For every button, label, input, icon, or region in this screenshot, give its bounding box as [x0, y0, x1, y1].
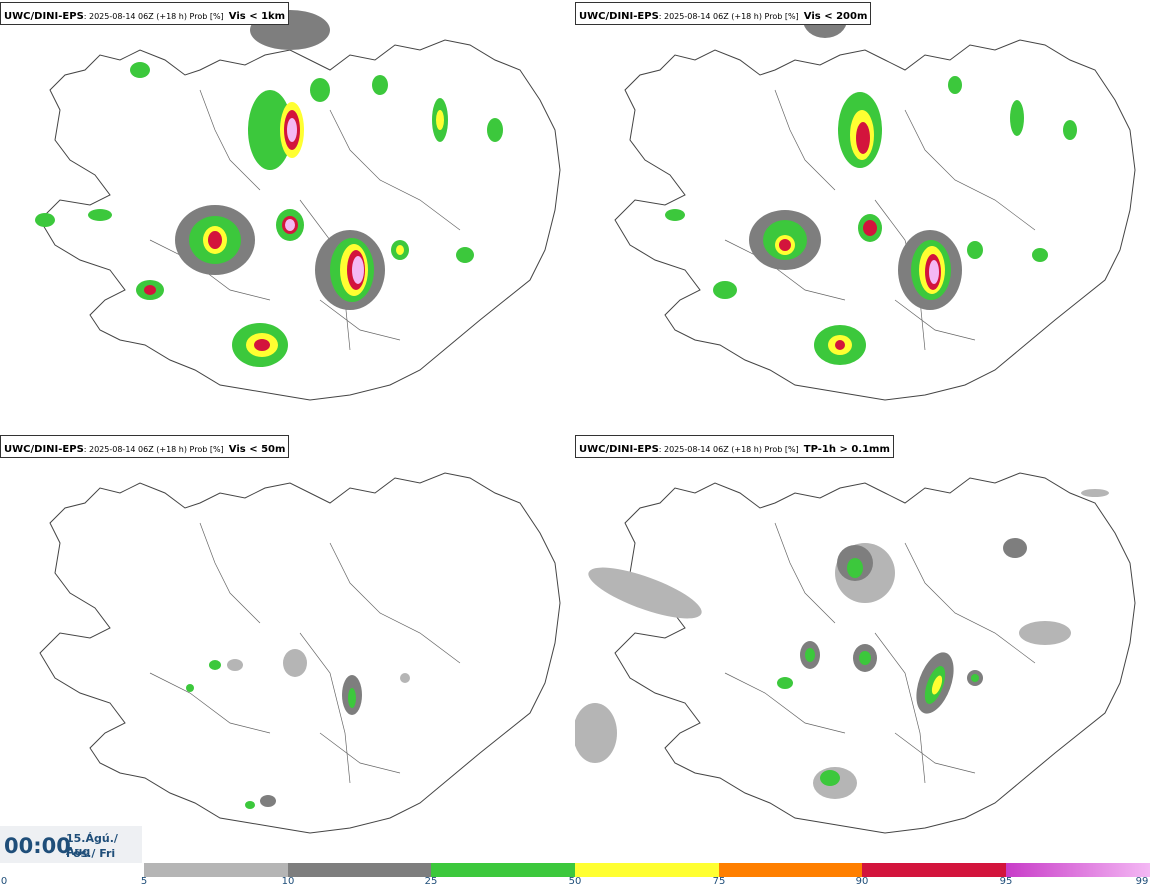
legend-tick: 99	[1135, 876, 1149, 887]
parameter-label: Vis < 1km	[228, 11, 286, 22]
run-meta: : 2025-08-14 06Z (+18 h) Prob [%]	[83, 12, 224, 21]
iceland-map	[39, 472, 561, 834]
run-meta: : 2025-08-14 06Z (+18 h) Prob [%]	[83, 445, 224, 454]
prob-field	[665, 2, 1077, 365]
iceland-map	[614, 2, 1136, 401]
parameter-label: Vis < 50m	[228, 444, 286, 455]
valid-time: 00:00	[4, 834, 71, 858]
legend-tick: 90	[855, 876, 869, 887]
model-source: UWC/DINI-EPS	[4, 444, 84, 455]
panel-title: UWC/DINI-EPS: 2025-08-14 06Z (+18 h) Pro…	[0, 2, 290, 25]
legend-bin	[144, 863, 288, 877]
prob-field	[575, 489, 1109, 799]
map-panel-vis-200m: UWC/DINI-EPS: 2025-08-14 06Z (+18 h) Pro…	[575, 0, 1150, 430]
legend-bin	[575, 863, 719, 877]
run-meta: : 2025-08-14 06Z (+18 h) Prob [%]	[658, 445, 799, 454]
panel-title: UWC/DINI-EPS: 2025-08-14 06Z (+18 h) Pro…	[575, 2, 872, 25]
panel-title: UWC/DINI-EPS: 2025-08-14 06Z (+18 h) Pro…	[575, 435, 894, 458]
map-panel-vis-1km: UWC/DINI-EPS: 2025-08-14 06Z (+18 h) Pro…	[0, 0, 575, 430]
probability-legend: 0 5 10 25 50 75 90 95 99	[0, 862, 1150, 891]
legend-tick: 10	[281, 876, 295, 887]
legend-tick: 5	[140, 876, 148, 887]
parameter-label: Vis < 200m	[803, 11, 868, 22]
iceland-map	[35, 10, 561, 401]
legend-tick: 75	[712, 876, 726, 887]
model-source: UWC/DINI-EPS	[579, 11, 659, 22]
valid-time-box: 00:00 15.Ágú./ Aug Fös./ Fri	[0, 826, 142, 864]
valid-date-line1: 15.Ágú./ Aug	[66, 832, 118, 858]
map-panel-tp1h: UWC/DINI-EPS: 2025-08-14 06Z (+18 h) Pro…	[575, 433, 1150, 863]
legend-bin	[0, 863, 144, 877]
legend-bin	[1006, 863, 1150, 877]
model-source: UWC/DINI-EPS	[579, 444, 659, 455]
model-source: UWC/DINI-EPS	[4, 11, 84, 22]
legend-bin	[288, 863, 431, 877]
legend-bin	[431, 863, 575, 877]
map-panel-vis-50m: UWC/DINI-EPS: 2025-08-14 06Z (+18 h) Pro…	[0, 433, 575, 863]
legend-bin	[862, 863, 1006, 877]
legend-tick: 95	[999, 876, 1013, 887]
legend-bin	[719, 863, 862, 877]
prob-field	[186, 649, 410, 809]
iceland-map	[575, 472, 1136, 834]
legend-tick: 25	[424, 876, 438, 887]
prob-field	[35, 10, 503, 367]
legend-tick: 50	[568, 876, 582, 887]
panel-title: UWC/DINI-EPS: 2025-08-14 06Z (+18 h) Pro…	[0, 435, 290, 458]
run-meta: : 2025-08-14 06Z (+18 h) Prob [%]	[658, 12, 799, 21]
parameter-label: TP-1h > 0.1mm	[803, 444, 890, 455]
legend-tick: 0	[0, 876, 8, 887]
valid-date-line2: Fös./ Fri	[66, 847, 116, 860]
